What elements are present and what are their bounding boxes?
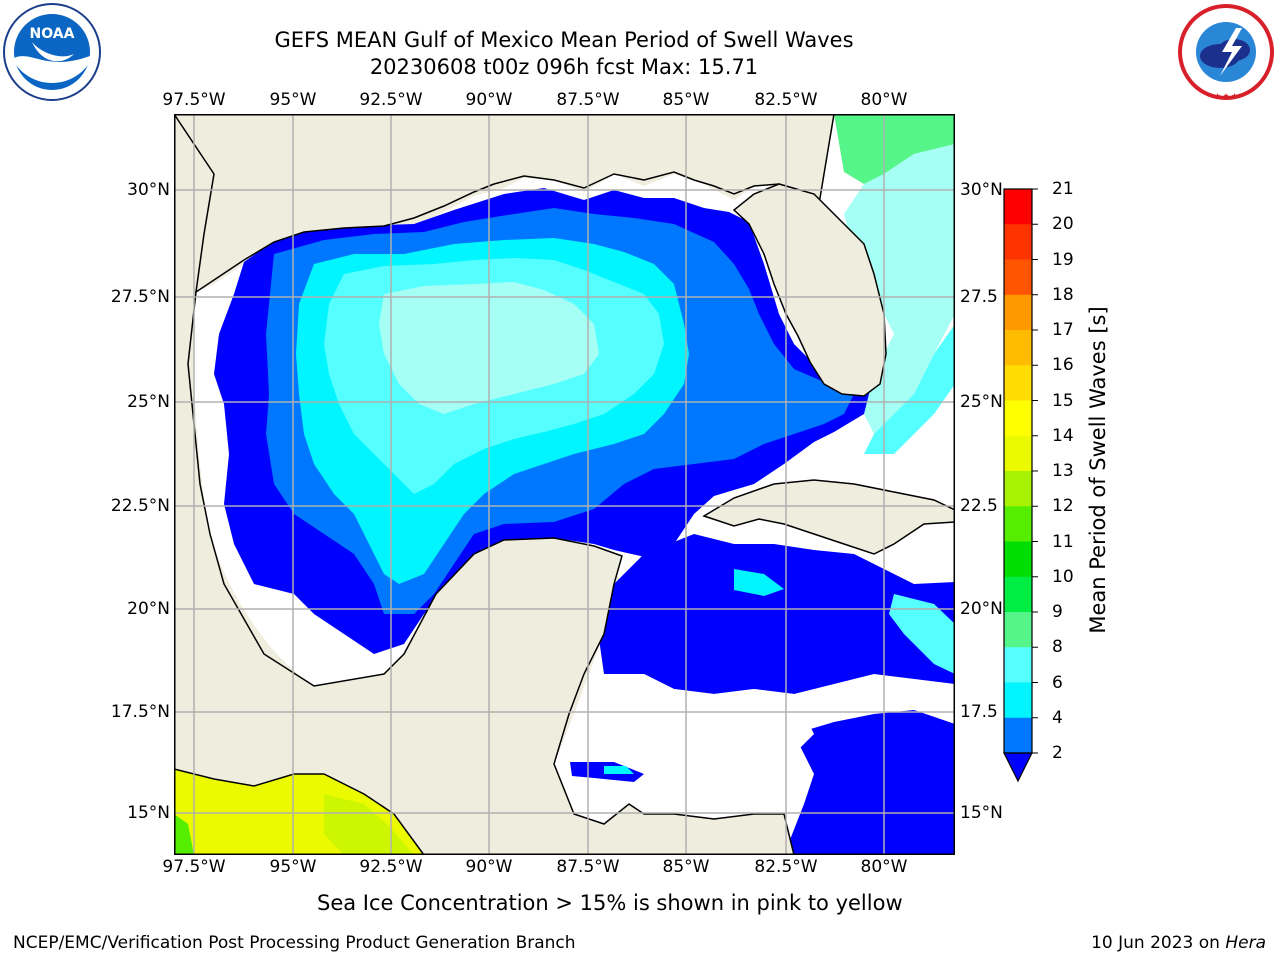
lon-label-bottom: 82.5°W <box>754 857 818 877</box>
colorbar-label: 10 <box>1052 566 1074 587</box>
lon-label-bottom: 87.5°W <box>556 857 620 877</box>
nodata-yucatan-coast <box>594 674 814 774</box>
colorbar-label: 14 <box>1052 425 1074 446</box>
colorbar-label: 16 <box>1052 355 1074 376</box>
colorbar-segment <box>1004 506 1032 542</box>
colorbar-label: 17 <box>1052 320 1074 340</box>
colorbar-label: 20 <box>1052 214 1074 235</box>
colorbar-label: 19 <box>1052 249 1074 270</box>
atlantic-zone-green <box>834 114 955 184</box>
colorbar-segment <box>1004 365 1032 401</box>
colorbar-segment <box>1004 717 1032 754</box>
lon-label-bottom: 92.5°W <box>359 857 423 877</box>
lat-label-left: 25°N <box>127 392 170 412</box>
lon-label-top: 90°W <box>465 90 513 110</box>
colorbar-extend-arrow <box>1003 752 1033 783</box>
colorbar-label: 4 <box>1052 707 1063 728</box>
lon-label-bottom: 97.5°W <box>162 857 226 877</box>
lat-label-left: 20°N <box>127 599 170 619</box>
swell-period-map <box>174 114 955 855</box>
colorbar-segment <box>1004 224 1032 260</box>
colorbar-label: 2 <box>1052 743 1063 763</box>
graticule <box>174 114 955 855</box>
colorbar-label: 13 <box>1052 461 1074 481</box>
lat-label-left: 17.5°N <box>110 702 170 722</box>
lon-label-top: 80°W <box>860 90 908 110</box>
colorbar-label: 15 <box>1052 390 1074 411</box>
lat-label-right: 27.5 <box>960 287 998 307</box>
colorbar-segment <box>1004 330 1032 366</box>
lat-label-left: 27.5°N <box>110 287 170 307</box>
sea-ice-note: Sea Ice Concentration > 15% is shown in … <box>317 891 903 915</box>
lat-label-right: 20°N <box>960 599 1003 619</box>
colorbar-segment <box>1004 576 1032 613</box>
chart-subtitle: 20230608 t00z 096h fcst Max: 15.71 <box>369 55 759 79</box>
chart-title: GEFS MEAN Gulf of Mexico Mean Period of … <box>274 28 854 52</box>
lat-label-right: 30°N <box>960 180 1003 200</box>
land-cuba <box>702 479 955 555</box>
footer-host: Hera <box>1225 933 1266 953</box>
footer-date-text: 10 Jun 2023 on <box>1091 933 1226 953</box>
lon-label-bottom: 90°W <box>465 857 513 877</box>
caribbean-zone-cyan-small <box>734 569 784 596</box>
swell-zone-2-4s-caribbean <box>594 534 955 694</box>
colorbar-segment <box>1004 259 1032 296</box>
lon-label-top: 92.5°W <box>359 90 423 110</box>
svg-text:★ ★ ★: ★ ★ ★ <box>1214 92 1237 100</box>
colorbar-segment <box>1004 435 1032 472</box>
honduras-coast-cyan <box>604 766 634 774</box>
lat-label-right: 17.5 <box>960 702 998 722</box>
atlantic-zone-cyan <box>844 144 955 434</box>
lon-label-top: 87.5°W <box>556 90 620 110</box>
colorbar-segment <box>1004 647 1032 683</box>
lon-label-top: 82.5°W <box>754 90 818 110</box>
colorbar-segment <box>1004 189 1032 225</box>
colorbar-title: Mean Period of Swell Waves [s] <box>1086 306 1110 634</box>
lon-label-top: 97.5°W <box>162 90 226 110</box>
colorbar-label: 6 <box>1052 672 1063 693</box>
lat-label-left: 22.5°N <box>110 496 170 516</box>
lat-label-right: 22.5 <box>960 496 998 516</box>
caribbean-zone-cyan <box>889 594 955 674</box>
colorbar-segment <box>1004 612 1032 648</box>
footer-date: 10 Jun 2023 on Hera <box>1091 933 1266 953</box>
colorbar-label: 9 <box>1052 602 1063 622</box>
swell-zone-2-4s-south <box>784 710 955 855</box>
lon-label-bottom: 95°W <box>269 857 317 877</box>
colorbar-segment <box>1004 294 1032 331</box>
colorbar-label: 21 <box>1052 179 1074 199</box>
colorbar-segment <box>1004 682 1032 719</box>
colorbar-label: 11 <box>1052 531 1074 552</box>
colorbar-label: 8 <box>1052 637 1063 658</box>
pacific-zone-green <box>174 814 194 855</box>
lat-label-left: 30°N <box>127 180 170 200</box>
lon-label-top: 85°W <box>662 90 710 110</box>
map-frame <box>174 114 955 855</box>
colorbar-segment <box>1004 541 1032 578</box>
lat-label-left: 15°N <box>127 803 170 823</box>
colorbar <box>1003 188 1038 783</box>
lat-label-right: 15°N <box>960 803 1003 823</box>
lon-label-top: 95°W <box>269 90 317 110</box>
lon-label-bottom: 80°W <box>860 857 908 877</box>
noaa-logo: NOAA <box>3 3 101 101</box>
lat-label-right: 25°N <box>960 392 1003 412</box>
land-mexico <box>174 114 795 855</box>
nws-logo: ★ ★ ★ <box>1178 4 1274 100</box>
colorbar-label: 18 <box>1052 284 1074 305</box>
colorbar-segment <box>1004 400 1032 437</box>
footer-credit: NCEP/EMC/Verification Post Processing Pr… <box>13 933 576 953</box>
noaa-logo-text: NOAA <box>30 26 75 42</box>
land-florida <box>732 183 887 397</box>
atlantic-zone-light <box>864 324 955 454</box>
colorbar-segment <box>1004 471 1032 507</box>
lon-label-bottom: 85°W <box>662 857 710 877</box>
colorbar-label: 12 <box>1052 496 1074 517</box>
